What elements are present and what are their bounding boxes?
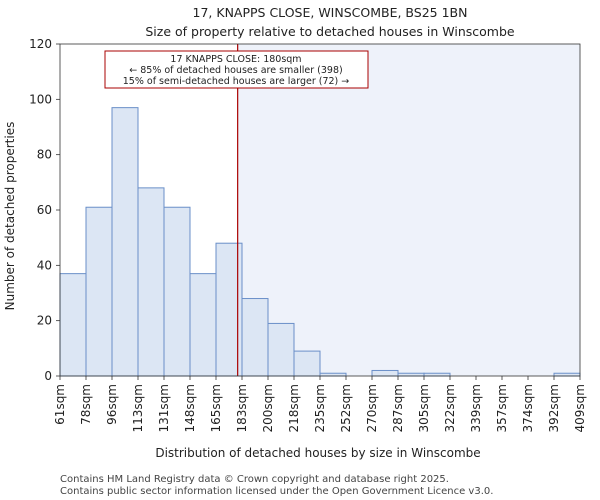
x-tick-label: 148sqm: [183, 384, 197, 432]
bar-78sqm: [85, 206, 113, 377]
bar-148sqm: [189, 273, 217, 377]
y-axis-label: Number of detached properties: [3, 122, 17, 311]
y-tick-label: 40: [37, 258, 52, 272]
x-tick-label: 165sqm: [209, 384, 223, 432]
x-ticks-group: 61sqm 78sqm 96sqm 113sqm 131sqm 148sqm 165sqm 1…: [53, 376, 587, 432]
bar-235sqm: [319, 372, 347, 377]
annotation-line-2: ← 85% of detached houses are smaller (39…: [129, 65, 342, 76]
chart-subtitle: Size of property relative to detached ho…: [145, 24, 515, 39]
annotation-line-3: 15% of semi-detached houses are larger (…: [123, 76, 350, 87]
bar-270sqm: [371, 369, 399, 377]
x-tick-label: 183sqm: [235, 384, 249, 432]
bar-183sqm: [241, 298, 269, 377]
x-tick-label: 270sqm: [365, 384, 379, 432]
x-tick-label: 61sqm: [53, 384, 67, 425]
x-tick-label: 357sqm: [495, 384, 509, 432]
x-tick-label: 374sqm: [521, 384, 535, 432]
x-tick-label: 322sqm: [443, 384, 457, 432]
y-tick-label: 80: [37, 148, 52, 162]
bar-392sqm: [553, 372, 581, 377]
x-tick-label: 252sqm: [339, 384, 353, 432]
annotation-box: [104, 50, 369, 89]
bar-61sqm: [59, 273, 87, 377]
bar-200sqm: [267, 322, 295, 377]
highlight-region: [237, 44, 580, 376]
annotation-line-1: 17 KNAPPS CLOSE: 180sqm: [170, 54, 301, 65]
bar-113sqm: [137, 187, 165, 377]
x-tick-label: 392sqm: [547, 384, 561, 432]
y-tick-label: 20: [37, 314, 52, 328]
x-tick-label: 200sqm: [261, 384, 275, 432]
x-tick-label: 96sqm: [105, 384, 119, 425]
x-tick-label: 235sqm: [313, 384, 327, 432]
bars-group: [59, 107, 581, 377]
x-tick-label: 78sqm: [79, 384, 93, 425]
y-tick-label: 0: [44, 369, 52, 383]
y-ticks-group: 0 20 40 60 80 100 120: [29, 37, 60, 383]
footer-line-2: Contains public sector information licen…: [60, 486, 493, 497]
bar-131sqm: [163, 206, 191, 377]
x-tick-label: 305sqm: [417, 384, 431, 432]
x-tick-label: 287sqm: [391, 384, 405, 432]
bar-218sqm: [293, 350, 321, 377]
y-tick-label: 120: [29, 37, 52, 51]
x-tick-label: 339sqm: [469, 384, 483, 432]
chart-title: 17, KNAPPS CLOSE, WINSCOMBE, BS25 1BN: [193, 5, 468, 20]
x-tick-label: 218sqm: [287, 384, 301, 432]
bar-96sqm: [111, 107, 139, 377]
bar-305sqm: [423, 372, 451, 377]
x-tick-label: 409sqm: [573, 384, 587, 432]
x-tick-label: 131sqm: [157, 384, 171, 432]
y-tick-label: 100: [29, 92, 52, 106]
footer-line-1: Contains HM Land Registry data © Crown c…: [60, 474, 449, 485]
x-axis-label: Distribution of detached houses by size …: [155, 446, 480, 460]
x-tick-label: 113sqm: [131, 384, 145, 432]
y-tick-label: 60: [37, 203, 52, 217]
bar-287sqm: [397, 372, 425, 377]
